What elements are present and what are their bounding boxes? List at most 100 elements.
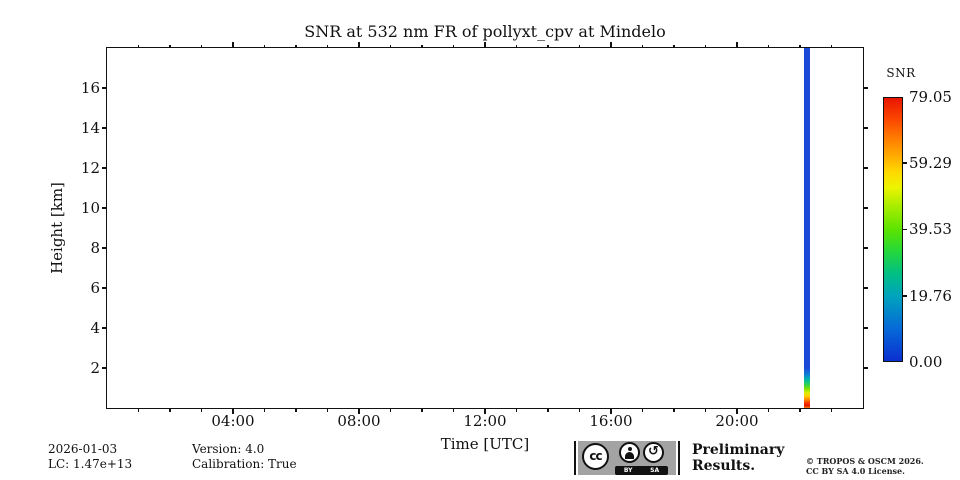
- colorbar: [883, 97, 903, 362]
- x-tick-minor-top: [547, 44, 549, 48]
- x-tick-label: 20:00: [715, 412, 759, 430]
- colorbar-tick-mark: [903, 228, 907, 231]
- colorbar-tick-mark: [903, 162, 907, 164]
- x-tick-minor-top: [137, 44, 140, 48]
- x-tick-major: [358, 408, 360, 414]
- colorbar-tick-label: 19.76: [909, 286, 952, 305]
- x-tick-minor: [389, 408, 392, 412]
- y-axis-label: Height [km]: [48, 182, 66, 274]
- preliminary-results-stamp: Preliminary Results.: [692, 442, 784, 474]
- footer-lidar-constant: LC: 1.47e+13: [48, 457, 133, 471]
- x-tick-minor: [169, 408, 171, 412]
- x-tick-minor: [421, 408, 423, 412]
- y-tick-major-left: [102, 87, 107, 89]
- x-tick-major: [232, 408, 234, 414]
- x-tick-minor: [200, 408, 203, 412]
- x-tick-minor: [137, 408, 140, 412]
- x-tick-major-top: [232, 42, 234, 48]
- sa-arrow-glyph: ↺: [648, 444, 659, 459]
- preliminary-line2: Results.: [692, 458, 756, 474]
- lidar-profile-column: [804, 48, 810, 408]
- y-tick-major-right: [863, 247, 868, 249]
- x-tick-major-top: [358, 42, 360, 48]
- y-tick-major-left: [102, 367, 107, 369]
- x-tick-minor: [515, 408, 518, 412]
- x-tick-label: 16:00: [589, 412, 633, 430]
- copyright-line2: CC BY SA 4.0 License.: [806, 465, 905, 476]
- y-tick-major-right: [863, 87, 868, 89]
- x-tick-major-top: [736, 42, 738, 48]
- x-tick-minor: [767, 408, 770, 412]
- y-tick-label: 10: [80, 199, 100, 217]
- x-tick-minor-top: [421, 44, 423, 48]
- x-tick-major: [736, 408, 738, 414]
- y-tick-major-right: [863, 287, 868, 289]
- x-tick-minor-top: [578, 44, 581, 48]
- y-tick-label: 14: [80, 119, 100, 137]
- chart-title: SNR at 532 nm FR of pollyxt_cpv at Minde…: [304, 22, 666, 41]
- copyright-line1: © TROPOS & OSCM 2026.: [806, 456, 924, 466]
- x-tick-minor-top: [389, 44, 392, 48]
- x-tick-label: 12:00: [463, 412, 507, 430]
- y-tick-label: 4: [90, 319, 100, 337]
- x-tick-minor-top: [200, 44, 203, 48]
- y-tick-major-right: [863, 327, 868, 329]
- x-tick-minor: [295, 408, 297, 412]
- x-tick-major-top: [610, 42, 612, 48]
- x-tick-minor-top: [641, 44, 644, 48]
- x-tick-label: 08:00: [337, 412, 381, 430]
- copyright-note: © TROPOS & OSCM 2026. CC BY SA 4.0 Licen…: [806, 456, 924, 476]
- y-tick-major-left: [102, 287, 107, 289]
- colorbar-tick-label: 59.29: [909, 154, 952, 173]
- x-tick-major-top: [484, 42, 486, 48]
- x-tick-minor: [704, 408, 707, 412]
- x-tick-minor-top: [767, 44, 770, 48]
- y-tick-major-left: [102, 207, 107, 209]
- colorbar-title: SNR: [886, 66, 916, 80]
- y-tick-major-right: [863, 207, 868, 209]
- colorbar-tick-label: 79.05: [909, 88, 952, 106]
- y-tick-major-right: [863, 167, 868, 169]
- colorbar-tick-mark: [903, 295, 907, 297]
- y-tick-label: 2: [90, 359, 100, 377]
- x-tick-minor: [326, 408, 329, 412]
- y-tick-label: 8: [90, 239, 100, 257]
- cc-badge-background: cc ↺ BY SA: [578, 441, 676, 475]
- x-tick-major: [610, 408, 612, 414]
- x-tick-minor-top: [704, 44, 707, 48]
- y-tick-major-right: [863, 127, 868, 129]
- y-tick-major-left: [102, 327, 107, 329]
- x-tick-minor: [799, 408, 801, 412]
- x-tick-minor: [673, 408, 675, 412]
- colorbar-tick-label: 39.53: [909, 220, 952, 239]
- x-tick-minor-top: [830, 44, 833, 48]
- preliminary-line1: Preliminary: [692, 442, 785, 458]
- x-tick-minor-top: [799, 44, 801, 48]
- x-tick-minor-top: [295, 44, 297, 48]
- footer-date: 2026-01-03: [48, 442, 118, 456]
- x-tick-minor-top: [169, 44, 171, 48]
- footer-calibration: Calibration: True: [192, 457, 297, 471]
- x-tick-minor: [452, 408, 455, 412]
- x-tick-minor-top: [326, 44, 329, 48]
- y-tick-label: 12: [80, 159, 100, 177]
- x-tick-minor: [547, 408, 549, 412]
- x-tick-minor-top: [515, 44, 518, 48]
- cc-byline-strip: BY SA: [615, 466, 668, 475]
- cc-sa-arrow-icon: ↺: [643, 442, 664, 463]
- x-tick-major: [484, 408, 486, 414]
- cc-by-person-icon: [619, 442, 640, 463]
- x-tick-minor-top: [452, 44, 455, 48]
- x-tick-minor: [578, 408, 581, 412]
- y-tick-major-left: [102, 167, 107, 169]
- x-tick-minor: [830, 408, 833, 412]
- person-head: [627, 447, 632, 451]
- colorbar-tick-label: 0.00: [909, 353, 943, 371]
- cc-by-label: BY: [623, 467, 633, 474]
- cc-sa-label: SA: [650, 467, 660, 474]
- plot-area: [106, 47, 864, 409]
- y-tick-label: 16: [80, 79, 100, 97]
- y-tick-major-left: [102, 247, 107, 249]
- x-tick-minor-top: [673, 44, 675, 48]
